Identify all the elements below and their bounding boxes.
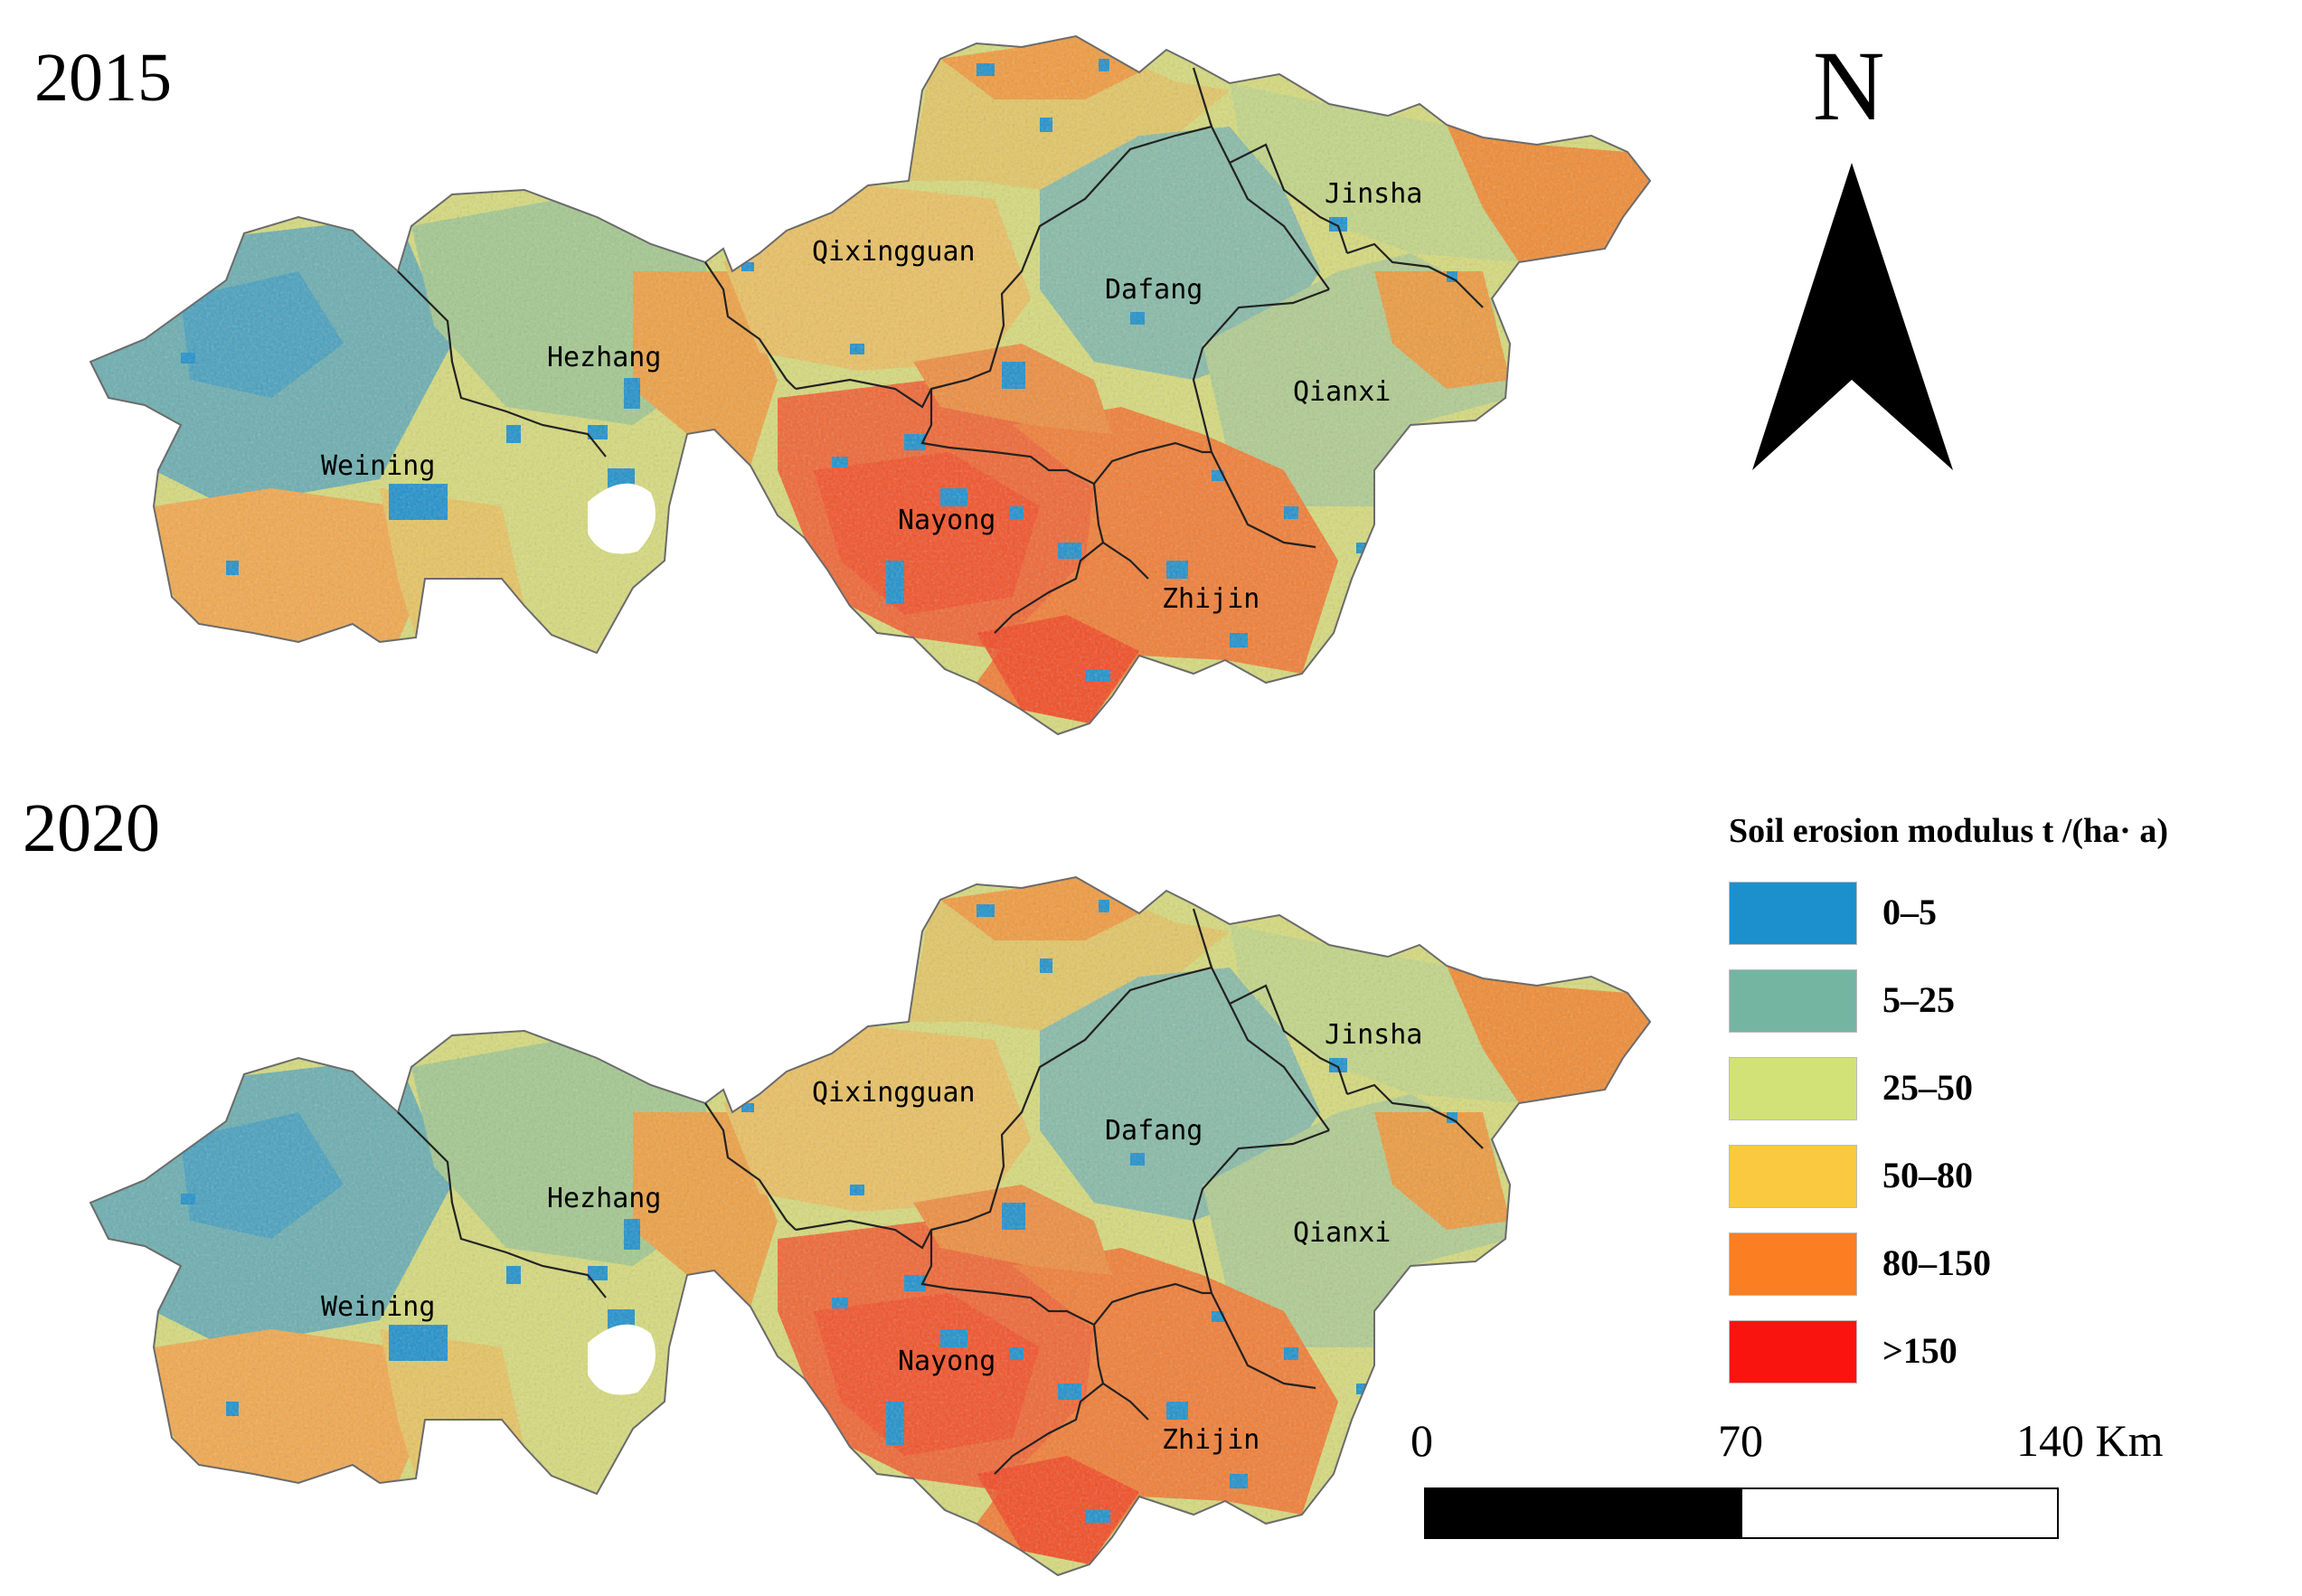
legend-title: Soil erosion modulus t /(ha· a) [1729,812,2169,850]
legend-swatch [1729,1057,1857,1120]
county-label-weining: Weining [321,1291,435,1323]
county-label-dafang: Dafang [1105,274,1203,306]
map-2015: Weining Hezhang Qixingguan Dafang Jinsha… [90,35,1651,735]
county-label-jinsha: Jinsha [1325,178,1422,210]
legend-item: >150 [1729,1320,2289,1384]
county-label-zhijin: Zhijin [1162,583,1259,615]
year-label-2015: 2015 [34,40,172,116]
county-label-qixingguan: Qixingguan [812,236,976,268]
county-label-nayong: Nayong [898,1346,995,1377]
legend-swatch [1729,969,1857,1033]
legend-label: >150 [1882,1330,1958,1371]
scale-bar [1424,1487,2059,1539]
legend-item: 80–150 [1729,1232,2289,1296]
county-label-nayong: Nayong [898,505,995,536]
county-label-zhijin: Zhijin [1162,1424,1259,1456]
county-label-qixingguan: Qixingguan [812,1077,976,1109]
north-letter: N [1813,31,1885,141]
legend-label: 25–50 [1882,1067,1973,1108]
county-label-qianxi: Qianxi [1293,1217,1391,1249]
legend-swatch [1729,882,1857,945]
legend-swatch [1729,1320,1857,1384]
scale-tick-140: 140 Km [2016,1415,2164,1466]
county-label-hezhang: Hezhang [547,342,661,373]
legend-label: 5–25 [1882,979,1955,1020]
legend-item: 0–5 [1729,882,2289,945]
county-label-weining: Weining [321,450,435,482]
legend-label: 0–5 [1882,892,1937,932]
legend-item: 25–50 [1729,1057,2289,1120]
legend-item: 5–25 [1729,969,2289,1033]
year-label-2020: 2020 [23,790,160,866]
legend-label: 50–80 [1882,1155,1973,1195]
scale-tick-0: 0 [1410,1415,1433,1466]
north-arrow-icon [1752,163,1953,470]
scale-tick-70: 70 [1718,1415,1763,1466]
legend-swatch [1729,1232,1857,1296]
county-label-jinsha: Jinsha [1325,1019,1422,1051]
county-label-qianxi: Qianxi [1293,376,1391,408]
legend-label: 80–150 [1882,1242,1991,1283]
legend-swatch [1729,1145,1857,1208]
county-label-dafang: Dafang [1105,1115,1203,1147]
map-2020: Weining Hezhang Qixingguan Dafang Jinsha… [90,876,1651,1576]
county-label-hezhang: Hezhang [547,1183,661,1214]
legend-item: 50–80 [1729,1145,2289,1208]
